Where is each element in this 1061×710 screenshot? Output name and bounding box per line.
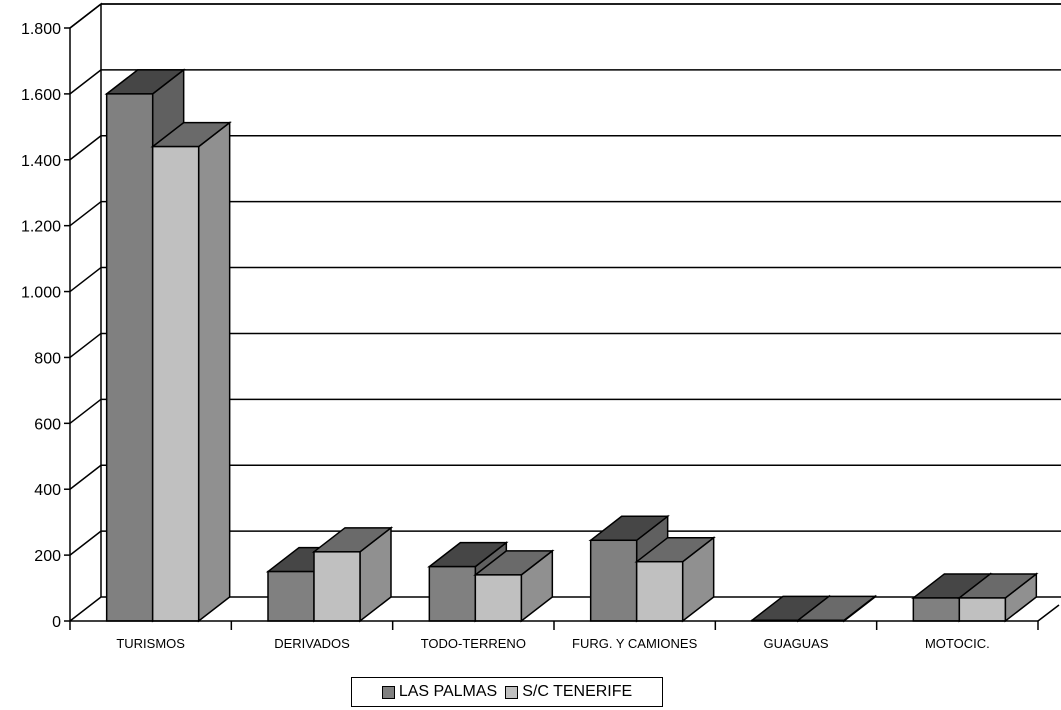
x-tick-label: FURG. Y CAMIONES [572,636,698,651]
floor-right-edge [1037,604,1060,622]
side-gridline [69,530,102,556]
y-tick-label: 1.000 [21,285,61,302]
side-gridline [69,135,102,161]
y-axis: 0 200 400 600 800 1.000 1.200 1.400 1.600 1.800 [21,21,70,631]
side-gridline [69,69,102,95]
legend-item-sc-tenerife: S/C TENERIFE [505,683,632,701]
bar-front [105,93,154,622]
bars [104,68,1039,623]
y-tick-label: 1.800 [21,21,61,38]
bar-side [197,121,231,623]
legend-label-las-palmas: LAS PALMAS [398,683,498,700]
y-tick-label: 1.600 [21,87,61,104]
x-tick-label: TODO-TERRENO [421,636,526,651]
legend-item-las-palmas: LAS PALMAS [381,683,498,701]
bar-front [428,565,477,622]
side-gridline [69,332,102,359]
bar-front [313,551,361,622]
gridlines [69,3,1061,556]
x-axis: TURISMOS DERIVADOS TODO-TERRENO FURG. Y CAM… [69,620,1039,651]
legend-swatch-las-palmas [381,685,395,699]
bar-front [474,574,523,622]
legend: LAS PALMAS S/C TENERIFE [351,677,663,707]
side-gridline [69,464,102,490]
y-tick-label: 0 [52,614,61,631]
bar-s-c-tenerife-furg-y-camiones [634,536,716,623]
bar-front [958,597,1007,622]
y-tick-label: 1.400 [21,153,61,170]
legend-swatch-sc-tenerife [505,685,519,699]
bar-front [151,145,200,622]
legend-label-sc-tenerife: S/C TENERIFE [522,683,633,700]
side-gridline [69,201,102,227]
left-wall [69,2,102,621]
x-tick-label: DERIVADOS [274,636,350,651]
bar-s-c-tenerife-todo-terreno [473,549,555,623]
bar-front [589,539,638,622]
bar-s-c-tenerife-motocic- [957,572,1039,623]
bar-front [635,560,684,622]
bar-front [912,597,961,622]
side-gridline [69,398,102,424]
floor-back-edge [69,596,1061,622]
x-tick-label: GUAGUAS [763,636,828,651]
y-tick-label: 800 [34,350,61,367]
side-gridline [69,266,102,293]
y-tick-label: 400 [34,482,61,499]
y-tick-label: 200 [34,548,61,565]
y-tick-label: 600 [34,416,61,433]
side-gridline [69,3,102,29]
bar-s-c-tenerife-derivados [311,526,394,623]
y-tick-label: 1.200 [21,219,61,236]
bar-s-c-tenerife-turismos [150,121,232,623]
x-tick-label: MOTOCIC. [925,636,990,651]
bar-front [267,570,315,622]
x-tick-label: TURISMOS [116,636,185,651]
